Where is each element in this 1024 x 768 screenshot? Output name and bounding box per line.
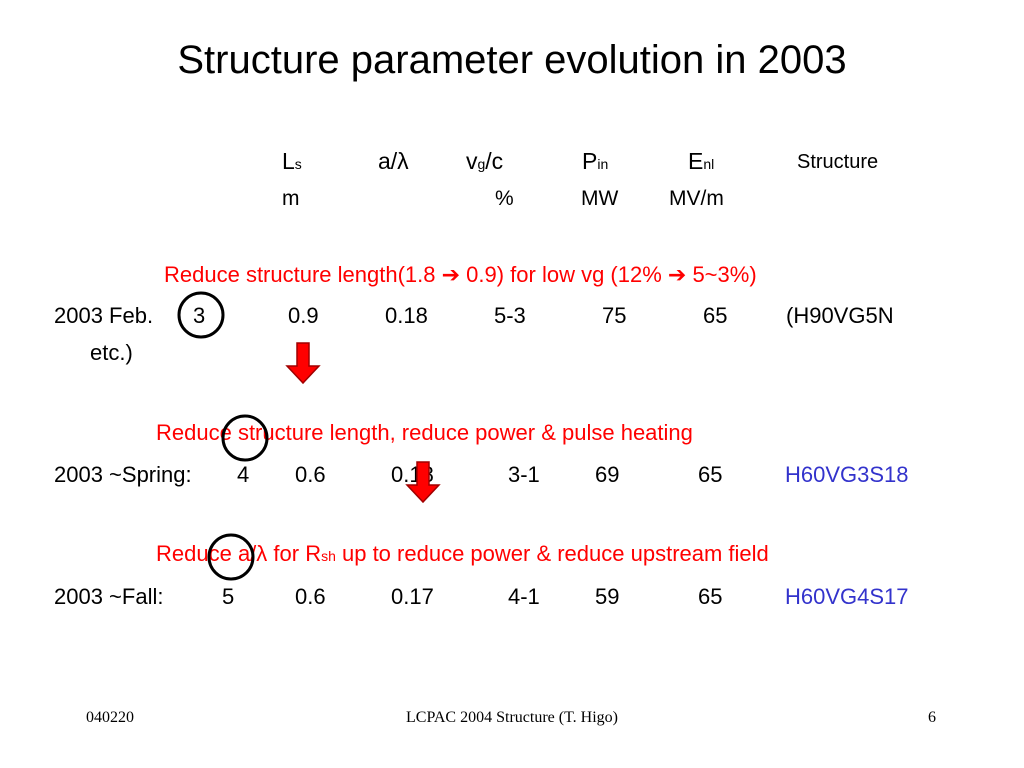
value-structure: (H90VG5N: [786, 303, 894, 328]
step-note: Reduce structure length(1.8 ➔ 0.9) for l…: [164, 262, 757, 287]
step-number: 3: [193, 303, 206, 328]
unit-ls: m: [282, 187, 300, 210]
value-vg: 4-1: [508, 584, 540, 609]
down-arrow-icon: [285, 342, 321, 385]
step-label: 2003 Feb.: [54, 303, 154, 328]
header-structure: Structure: [797, 151, 879, 173]
header-enl-main: E: [688, 148, 704, 174]
value-vg: 3-1: [508, 462, 540, 487]
value-enl: 65: [698, 462, 723, 487]
unit-pin: MW: [581, 187, 619, 210]
footer-center: LCPAC 2004 Structure (T. Higo): [406, 709, 618, 726]
step-note-post: up to reduce power & reduce upstream fie…: [335, 541, 769, 566]
value-ls: 0.9: [288, 303, 319, 328]
step-note: Reduce structure length, reduce power & …: [156, 420, 693, 445]
step-number: 5: [222, 584, 235, 609]
header-ls: Ls: [282, 148, 302, 175]
header-vg-tail: /c: [485, 148, 504, 174]
value-a-lambda: 0.18: [385, 303, 428, 328]
header-vg-main: v: [466, 148, 478, 174]
slide-title: Structure parameter evolution in 2003: [177, 38, 847, 82]
unit-vg: %: [495, 187, 514, 210]
step-note: Reduce a/λ for Rsh up to reduce power & …: [156, 541, 769, 567]
value-structure-continued: etc.): [90, 340, 133, 365]
header-ls-sub: s: [294, 156, 302, 172]
value-ls: 0.6: [295, 462, 326, 487]
footer-page-number: 6: [928, 709, 936, 726]
step-label: 2003 ~Fall:: [54, 584, 164, 609]
value-a-lambda: 0.17: [391, 584, 434, 609]
header-enl: Enl: [688, 148, 714, 175]
value-pin: 59: [595, 584, 620, 609]
value-vg: 5-3: [494, 303, 526, 328]
header-pin: Pin: [582, 148, 608, 175]
value-enl: 65: [698, 584, 723, 609]
header-vg: vg/c: [466, 148, 503, 175]
value-a-lambda: 0.18: [391, 462, 434, 487]
value-enl: 65: [703, 303, 728, 328]
header-ls-main: L: [282, 148, 295, 174]
value-pin: 69: [595, 462, 620, 487]
header-a-lambda: a/λ: [378, 148, 409, 174]
header-pin-sub: in: [597, 156, 609, 172]
value-ls: 0.6: [295, 584, 326, 609]
step-label: 2003 ~Spring:: [54, 462, 192, 487]
header-vg-sub: g: [477, 156, 486, 172]
value-structure: H60VG4S17: [785, 584, 909, 609]
step-note-pre: Reduce a/λ for R: [156, 541, 322, 566]
value-pin: 75: [602, 303, 627, 328]
header-pin-main: P: [582, 148, 598, 174]
step-note-sub: sh: [321, 548, 336, 564]
unit-enl: MV/m: [669, 187, 724, 210]
value-structure: H60VG3S18: [785, 462, 909, 487]
footer-date: 040220: [86, 709, 134, 726]
header-enl-sub: nl: [703, 156, 715, 172]
step-number: 4: [237, 462, 250, 487]
